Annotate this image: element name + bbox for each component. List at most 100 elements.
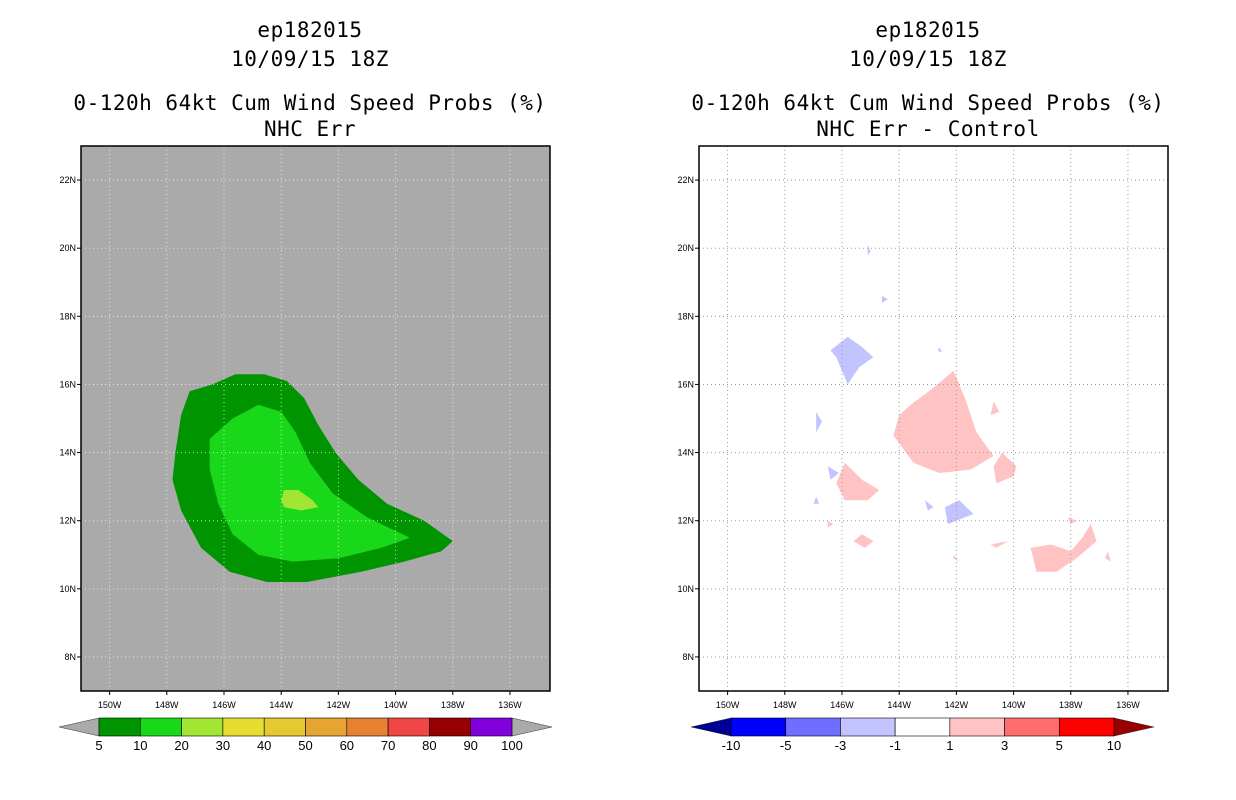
left-colorbar-label-3: 30 bbox=[216, 738, 230, 753]
left-colorbar-label-6: 60 bbox=[340, 738, 354, 753]
left-colorbar-label-0: 5 bbox=[95, 738, 102, 753]
right-colorbar-label-1: -5 bbox=[780, 738, 792, 753]
right-y-tick-label-0: 8N bbox=[682, 652, 694, 662]
right-x-tick-label-0: 150W bbox=[716, 700, 740, 710]
left-y-tick-label-1: 10N bbox=[59, 584, 76, 594]
right-y-tick-label-2: 12N bbox=[677, 516, 694, 526]
right-contour-region-17 bbox=[924, 500, 934, 511]
left-x-tick-label-6: 138W bbox=[441, 700, 465, 710]
left-colorbar-left-arrow bbox=[58, 717, 100, 737]
left-y-tick-label-4: 16N bbox=[59, 379, 76, 389]
right-contour-region-11 bbox=[830, 336, 874, 385]
right-x-tick-label-3: 144W bbox=[887, 700, 911, 710]
right-chart-title: 0-120h 64kt Cum Wind Speed Probs (%) bbox=[691, 91, 1165, 115]
left-colorbar-label-9: 90 bbox=[463, 738, 477, 753]
right-datetime: 10/09/15 18Z bbox=[849, 47, 1007, 71]
left-colorbar-label-2: 20 bbox=[174, 738, 188, 753]
left-colorbar-swatch-9 bbox=[470, 717, 513, 737]
left-colorbar-swatch-7 bbox=[387, 717, 430, 737]
left-y-tick-label-2: 12N bbox=[59, 516, 76, 526]
left-colorbar-swatch-6 bbox=[346, 717, 389, 737]
left-x-tick-label-0: 150W bbox=[98, 700, 122, 710]
right-contour-region-18 bbox=[813, 496, 820, 504]
right-contour-region-0 bbox=[893, 370, 994, 473]
right-contour-region-5 bbox=[1030, 524, 1097, 572]
right-x-tick-label-6: 138W bbox=[1059, 700, 1083, 710]
right-colorbar-label-3: -1 bbox=[889, 738, 901, 753]
left-storm-id: ep182015 bbox=[257, 18, 363, 42]
right-contour-region-12 bbox=[944, 500, 974, 525]
right-y-tick-label-1: 10N bbox=[677, 584, 694, 594]
right-contour-region-2 bbox=[993, 452, 1017, 484]
left-colorbar-swatch-8 bbox=[429, 717, 471, 737]
right-contour-region-7 bbox=[1105, 551, 1111, 562]
left-y-tick-label-3: 14N bbox=[59, 448, 76, 458]
right-colorbar-right-arrow bbox=[1113, 717, 1155, 737]
right-x-tick-label-1: 148W bbox=[773, 700, 797, 710]
right-contour-region-4 bbox=[853, 534, 874, 548]
left-y-tick-label-0: 8N bbox=[64, 652, 76, 662]
right-contour-region-6 bbox=[990, 541, 1008, 548]
left-y-tick-label-5: 18N bbox=[59, 311, 76, 321]
right-colorbar-swatch-1 bbox=[785, 717, 841, 737]
left-x-tick-label-7: 136W bbox=[498, 700, 522, 710]
right-colorbar-swatch-4 bbox=[949, 717, 1005, 737]
left-colorbar-label-10: 100 bbox=[501, 738, 523, 753]
left-colorbar-label-7: 70 bbox=[381, 738, 395, 753]
left-x-tick-label-1: 148W bbox=[155, 700, 179, 710]
left-colorbar-right-arrow bbox=[511, 717, 553, 737]
left-plot-frame bbox=[80, 145, 551, 692]
left-chart-subtitle: NHC Err bbox=[263, 117, 356, 141]
left-panel-title-block: ep182015 10/09/15 18Z 0-120h 64kt Cum Wi… bbox=[40, 16, 580, 144]
left-datetime: 10/09/15 18Z bbox=[231, 47, 389, 71]
right-x-tick-label-4: 142W bbox=[945, 700, 969, 710]
right-contour-region-3 bbox=[990, 401, 1000, 416]
left-y-tick-label-6: 20N bbox=[59, 243, 76, 253]
right-colorbar-swatch-0 bbox=[730, 717, 787, 737]
right-y-tick-label-4: 16N bbox=[677, 379, 694, 389]
right-y-tick-label-3: 14N bbox=[677, 448, 694, 458]
left-colorbar-label-5: 50 bbox=[298, 738, 312, 753]
left-colorbar-label-1: 10 bbox=[133, 738, 147, 753]
right-colorbar-swatch-2 bbox=[840, 717, 896, 737]
right-contour-region-1 bbox=[836, 462, 880, 501]
right-x-tick-label-5: 140W bbox=[1002, 700, 1026, 710]
right-x-tick-label-2: 146W bbox=[830, 700, 854, 710]
left-colorbar-label-8: 80 bbox=[422, 738, 436, 753]
left-x-tick-label-3: 144W bbox=[269, 700, 293, 710]
right-x-tick-label-7: 136W bbox=[1116, 700, 1140, 710]
right-contour-region-8 bbox=[1067, 517, 1077, 525]
left-contour-region-2 bbox=[281, 490, 319, 511]
left-chart-title: 0-120h 64kt Cum Wind Speed Probs (%) bbox=[73, 91, 547, 115]
left-contour-region-1 bbox=[209, 404, 410, 562]
right-contour-region-19 bbox=[937, 347, 943, 353]
right-colorbar-label-2: -3 bbox=[835, 738, 847, 753]
right-y-tick-label-5: 18N bbox=[677, 311, 694, 321]
right-colorbar-swatch-5 bbox=[1004, 717, 1060, 737]
right-colorbar-label-5: 3 bbox=[1001, 738, 1008, 753]
right-contour-region-15 bbox=[882, 295, 888, 303]
right-colorbar-label-6: 5 bbox=[1056, 738, 1063, 753]
left-colorbar-swatch-5 bbox=[305, 717, 348, 737]
right-colorbar-label-7: 10 bbox=[1107, 738, 1121, 753]
right-plot-frame bbox=[698, 145, 1169, 692]
right-contour-region-13 bbox=[816, 411, 822, 433]
right-contour-region-16 bbox=[867, 244, 871, 255]
right-chart-subtitle: NHC Err - Control bbox=[816, 117, 1040, 141]
left-plot-background bbox=[81, 146, 550, 691]
right-contour-region-14 bbox=[827, 466, 840, 480]
right-colorbar-left-arrow bbox=[690, 717, 732, 737]
left-colorbar-swatch-0 bbox=[98, 717, 141, 737]
right-colorbar-label-0: -10 bbox=[722, 738, 741, 753]
left-colorbar-swatch-1 bbox=[140, 717, 182, 737]
left-colorbar-swatch-4 bbox=[263, 717, 306, 737]
right-colorbar-swatch-6 bbox=[1058, 717, 1115, 737]
left-x-tick-label-4: 142W bbox=[327, 700, 351, 710]
right-storm-id: ep182015 bbox=[875, 18, 981, 42]
left-x-tick-label-5: 140W bbox=[384, 700, 408, 710]
right-y-tick-label-7: 22N bbox=[677, 175, 694, 185]
right-contour-region-9 bbox=[827, 520, 834, 528]
left-colorbar-swatch-3 bbox=[222, 717, 265, 737]
left-y-tick-label-7: 22N bbox=[59, 175, 76, 185]
